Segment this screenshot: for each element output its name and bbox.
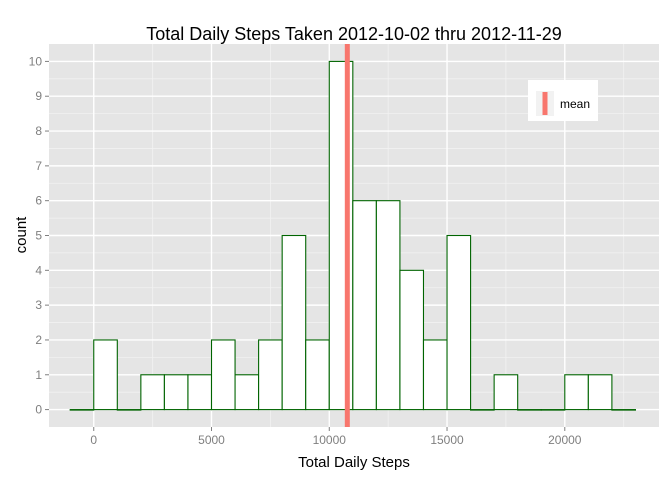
histogram-bar	[258, 339, 283, 411]
histogram-bar	[540, 409, 566, 411]
histogram-bar	[446, 234, 472, 411]
histogram-bars	[69, 60, 636, 411]
histogram-bar	[564, 374, 589, 411]
histogram-bar	[140, 374, 165, 411]
y-axis-ticks: 0 1 2 3 4 5 6 7 8 9 10	[29, 54, 49, 417]
histogram-bar	[587, 374, 613, 411]
x-tick-label: 15000	[430, 433, 464, 447]
y-tick-label: 9	[35, 89, 42, 103]
y-tick-label: 1	[35, 368, 42, 382]
y-tick-label: 3	[35, 298, 42, 312]
histogram-bar	[210, 339, 236, 411]
y-tick-label: 8	[35, 124, 42, 138]
histogram-bar	[517, 409, 542, 411]
histogram-bar	[399, 269, 425, 411]
histogram-bar	[611, 409, 636, 411]
histogram-bar	[422, 339, 448, 411]
histogram-bar	[234, 374, 260, 411]
histogram-bar	[93, 339, 118, 411]
histogram-bar	[281, 234, 307, 411]
y-tick-label: 5	[35, 229, 42, 243]
y-tick-label: 7	[35, 159, 42, 173]
legend-label-mean: mean	[560, 97, 590, 111]
y-tick-label: 4	[35, 263, 42, 277]
x-tick-label: 20000	[548, 433, 582, 447]
x-axis-ticks: 0 5000 10000 15000 20000	[90, 427, 582, 447]
legend: mean	[528, 80, 598, 121]
histogram-bar	[187, 374, 213, 411]
x-tick-label: 10000	[313, 433, 347, 447]
y-axis-label: count	[13, 216, 30, 254]
legend-key-mean	[542, 92, 548, 115]
histogram-bar	[375, 200, 401, 411]
y-tick-label: 6	[35, 194, 42, 208]
histogram-bar	[470, 409, 495, 411]
x-axis-label: Total Daily Steps	[298, 454, 410, 471]
chart-title: Total Daily Steps Taken 2012-10-02 thru …	[146, 24, 562, 44]
histogram-bar	[352, 200, 377, 411]
y-tick-label: 2	[35, 333, 42, 347]
x-tick-label: 0	[90, 433, 97, 447]
histogram-bar	[305, 339, 330, 411]
y-tick-label: 0	[35, 403, 42, 417]
x-tick-label: 5000	[198, 433, 225, 447]
histogram-bar	[116, 409, 142, 411]
histogram-bar	[69, 409, 95, 411]
y-tick-label: 10	[29, 54, 43, 68]
histogram-bar	[163, 374, 189, 411]
histogram-bar	[493, 374, 519, 411]
